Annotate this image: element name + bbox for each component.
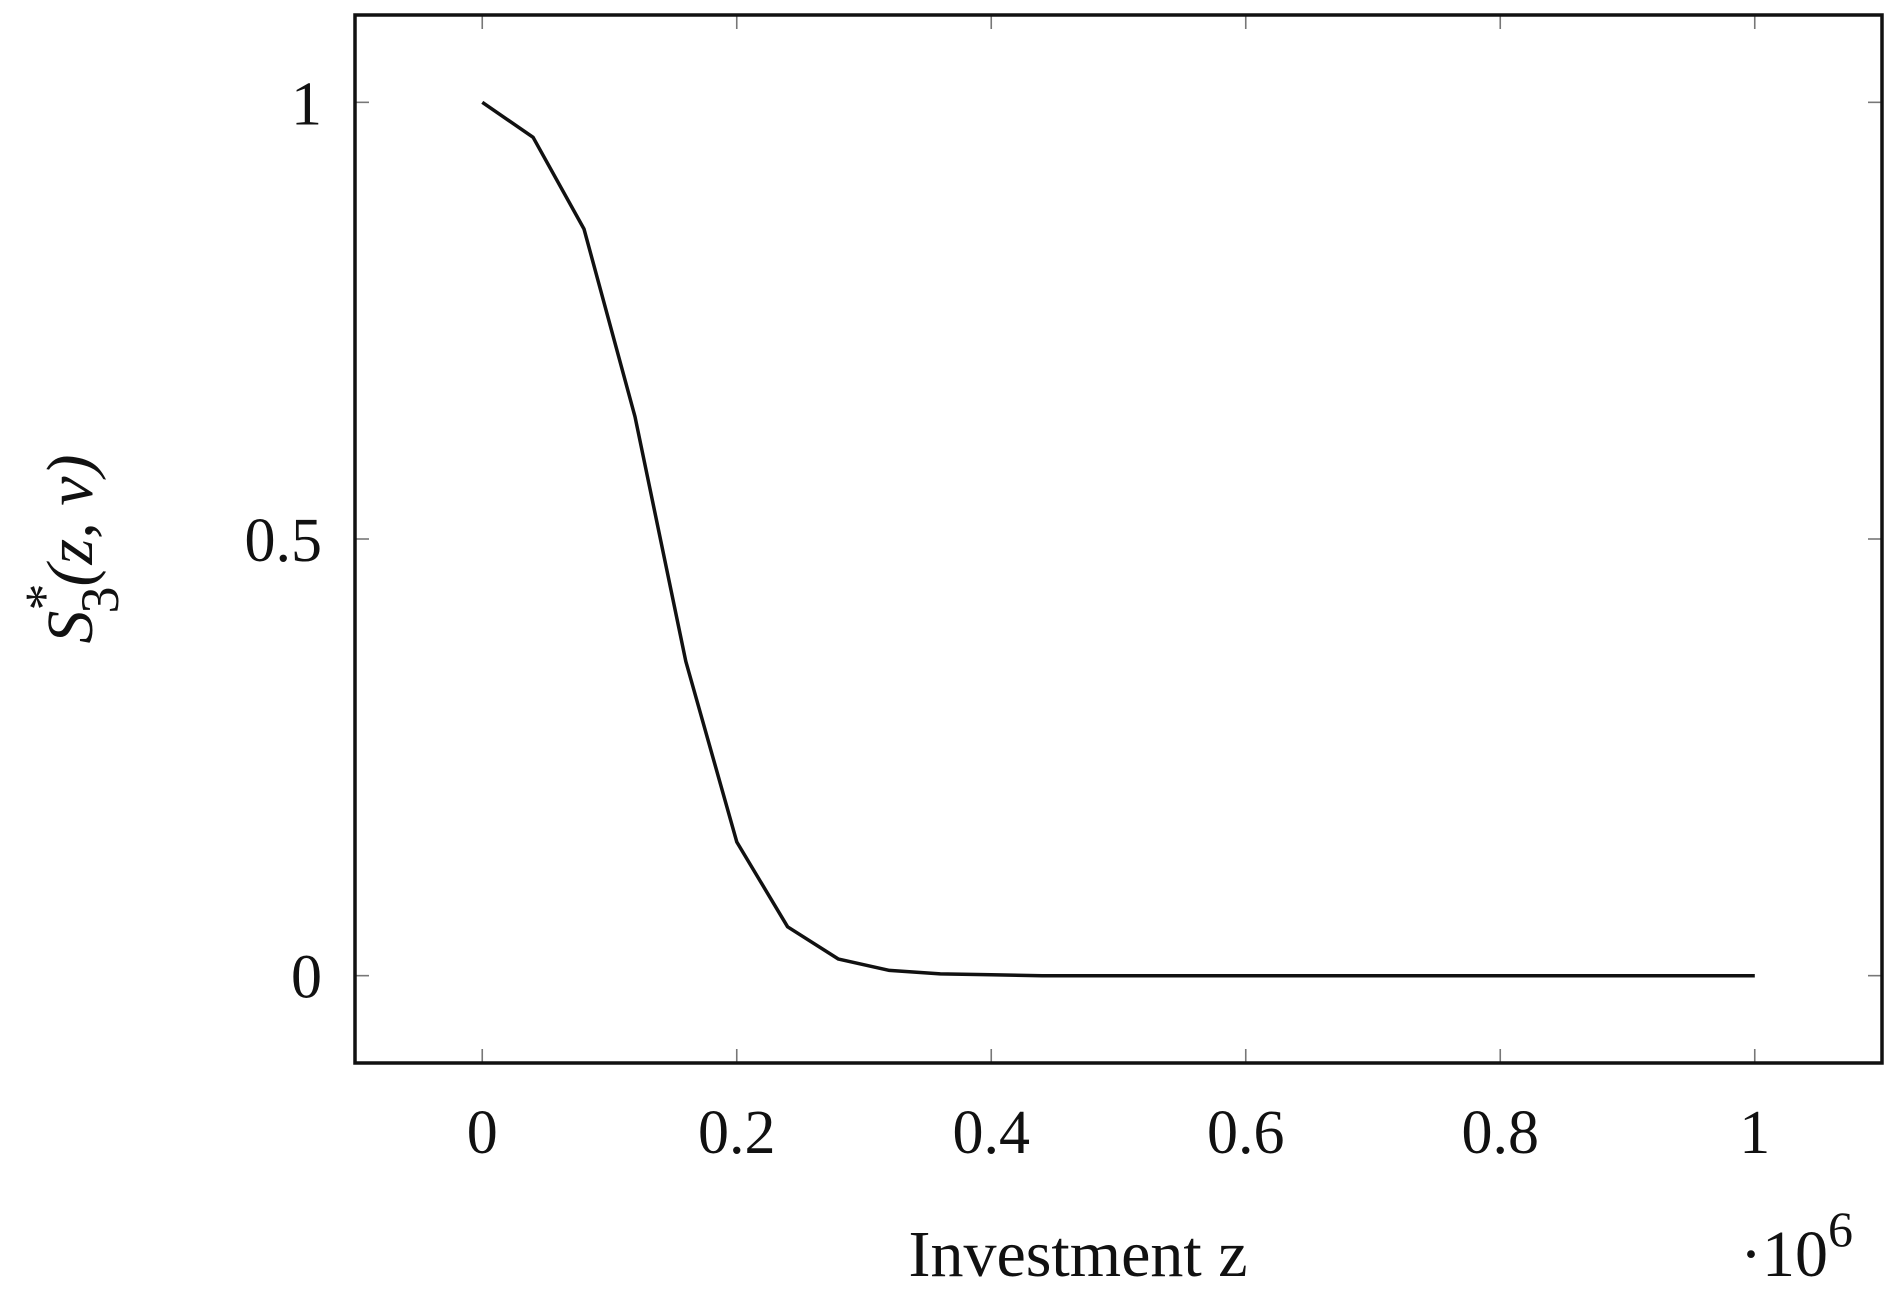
y-tick-label: 0.5: [245, 507, 323, 575]
x-multiplier-base: ·10: [1740, 1218, 1828, 1291]
x-tick-label: 0: [467, 1099, 498, 1167]
x-multiplier-exponent: 6: [1828, 1201, 1853, 1257]
x-tick-label: 0.6: [1207, 1099, 1285, 1167]
y-axis-title-sup: *: [14, 583, 74, 610]
y-axis-title-sub: 3: [70, 586, 130, 613]
y-tick-label: 1: [291, 70, 322, 138]
labels-layer: 0 0.2 0.4 0.6 0.8 1 0 0.5 1: [245, 70, 1771, 1167]
x-tick-label: 0.4: [953, 1099, 1031, 1167]
y-tick-label: 0: [291, 944, 322, 1012]
x-tick-label: 0.8: [1462, 1099, 1540, 1167]
x-tick-label: 0.2: [698, 1099, 776, 1167]
plot-frame: [353, 13, 1884, 1065]
y-axis-title-args: (z, v): [34, 455, 107, 587]
series-line: [481, 100, 1755, 978]
x-axis-title: Investment z: [908, 1218, 1247, 1291]
y-axis-title-base: S: [34, 610, 107, 643]
x-multiplier: ·106: [1740, 1201, 1853, 1291]
ticks-layer: [355, 15, 1882, 1063]
x-tick-label: 1: [1739, 1099, 1770, 1167]
y-axis-title: S*3(z, v): [14, 455, 130, 644]
series-layer: [481, 100, 1755, 978]
